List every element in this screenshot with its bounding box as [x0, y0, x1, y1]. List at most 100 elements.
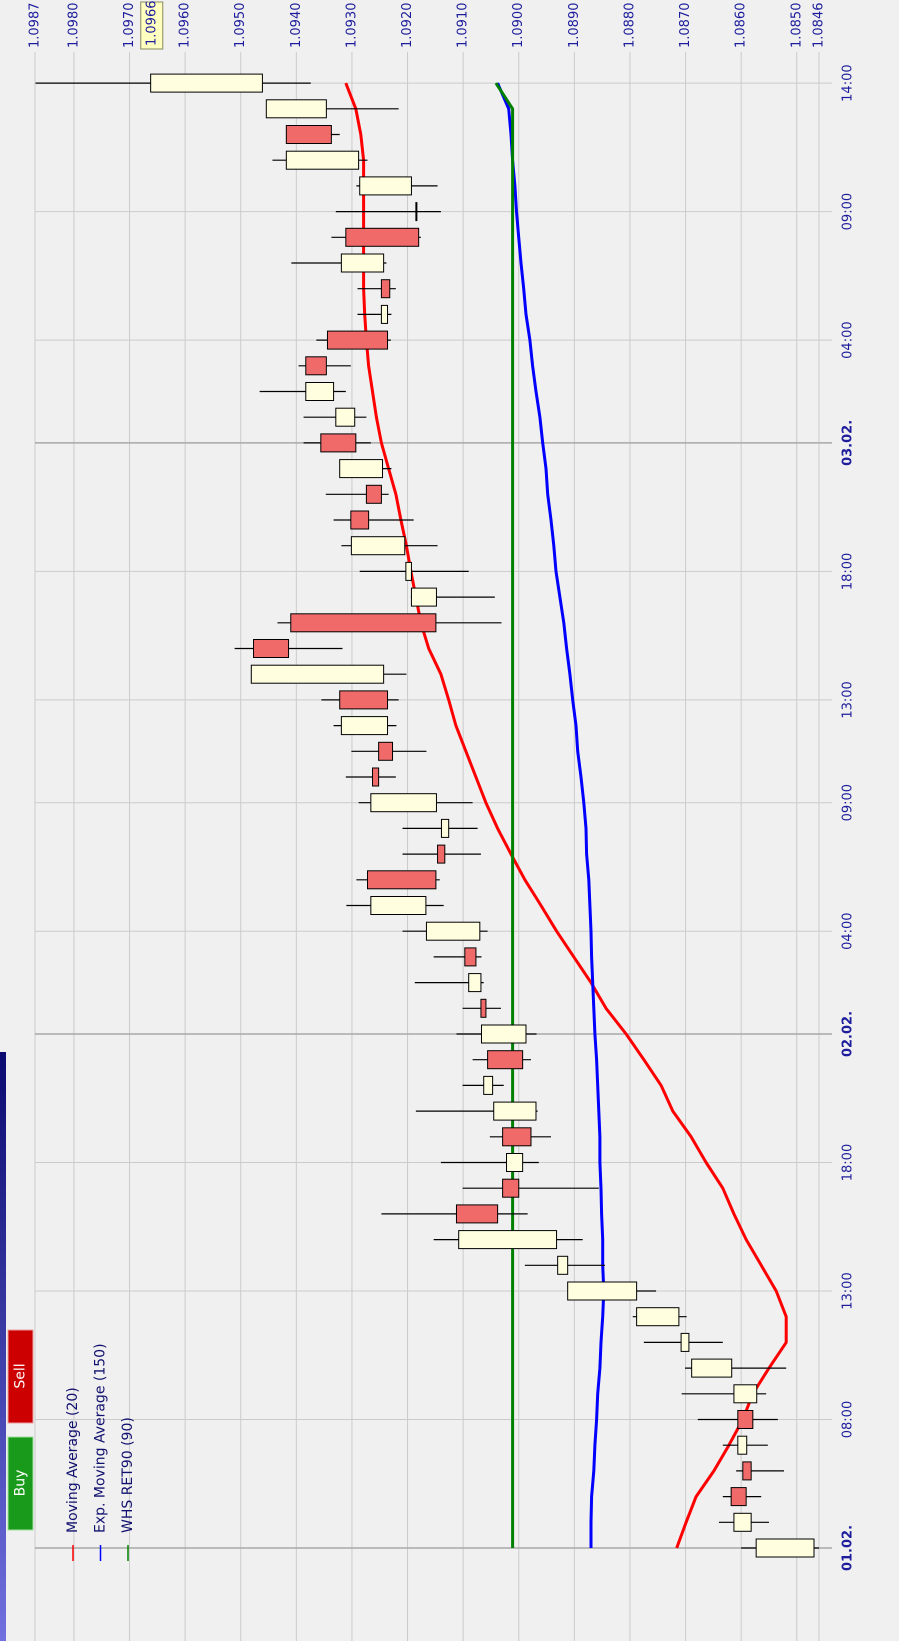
candle-body: [285, 150, 360, 170]
sell-button[interactable]: Sell: [7, 1329, 34, 1424]
price-tick-label: 1.0920: [400, 3, 415, 49]
candle-body: [425, 921, 481, 941]
candle-body: [755, 1538, 815, 1558]
candle-body: [335, 407, 356, 427]
candle-body: [345, 227, 420, 247]
candle-body: [440, 818, 450, 838]
indicator-line: [496, 82, 606, 1548]
time-tick-label: 03.02.: [841, 420, 856, 466]
candle-body: [437, 844, 446, 864]
candle-body: [340, 716, 389, 736]
candle-body: [370, 793, 437, 813]
time-tick-label: 08:00: [841, 1401, 856, 1438]
current-price-label: 1.0966: [144, 1, 159, 47]
candle-body: [305, 356, 327, 376]
candle-body: [305, 382, 335, 401]
candle-body: [502, 1127, 532, 1147]
legend-label: WHS RET90 (90): [120, 1417, 136, 1533]
time-tick-label: 18:00: [841, 553, 856, 590]
candle-body: [691, 1358, 733, 1378]
candle-body: [253, 639, 290, 658]
candle-body: [557, 1255, 569, 1275]
candle-body: [150, 73, 263, 93]
candle-body: [483, 1075, 494, 1095]
candle-body: [487, 1050, 524, 1070]
candle-body: [290, 613, 437, 633]
candle-body: [733, 1512, 752, 1532]
candle-body: [265, 99, 327, 119]
candle-body: [567, 1281, 638, 1301]
candle-body: [742, 1461, 752, 1481]
price-tick-label: 1.0880: [622, 3, 637, 49]
candles: [35, 73, 819, 1558]
axis-labels: 1.0846 1.0850 1.0860 1.0870 1.0880 1.0890 1.09…: [28, 1, 856, 1572]
time-tick-label: 09:00: [841, 784, 856, 821]
candle-body: [380, 304, 389, 324]
side-bar: [0, 1052, 6, 1641]
candle-body: [733, 1384, 758, 1404]
candle-body: [350, 510, 370, 530]
candle-body: [506, 1153, 524, 1172]
time-tick-label: 02.02.: [841, 1011, 856, 1057]
time-tick-label: 01.02.: [841, 1525, 856, 1571]
candle-body: [410, 587, 437, 607]
legend-label: Exp. Moving Average (150): [93, 1343, 109, 1533]
candle-body: [285, 125, 332, 144]
price-tick-label: 1.0930: [344, 3, 359, 49]
price-tick-label: 1.0970: [122, 3, 137, 49]
candle-body: [455, 1204, 499, 1224]
buy-button-bg[interactable]: [7, 1436, 34, 1531]
sell-button-label[interactable]: Sell: [13, 1363, 29, 1388]
candle-body: [372, 767, 380, 787]
candle-body: [415, 202, 418, 222]
legend: Moving Average (20) Exp. Moving Average (…: [65, 1343, 136, 1561]
candle-body: [636, 1307, 680, 1327]
candle-body: [737, 1435, 748, 1455]
legend-label: Moving Average (20): [65, 1387, 81, 1533]
candle-body: [365, 484, 382, 504]
candle-body: [480, 998, 487, 1018]
candle-body: [350, 536, 406, 556]
candle-body: [464, 947, 477, 967]
buy-button[interactable]: Buy: [7, 1436, 34, 1531]
candle-body: [367, 870, 437, 890]
time-tick-label: 14:00: [841, 64, 856, 101]
price-tick-label: 1.0870: [678, 3, 693, 49]
time-tick-label: 18:00: [841, 1144, 856, 1181]
price-tick-label: 1.0846: [812, 3, 827, 49]
price-tick-label: 1.0900: [511, 3, 526, 49]
time-tick-label: 13:00: [841, 1272, 856, 1309]
time-tick-label: 04:00: [841, 912, 856, 949]
time-tick-label: 13:00: [841, 681, 856, 718]
indicator-line: [344, 82, 788, 1549]
candle-body: [730, 1487, 747, 1507]
price-tick-label: 1.0940: [289, 3, 304, 49]
current-price-box: [140, 1, 164, 50]
price-tick-label: 1.0850: [789, 3, 804, 49]
candle-body: [326, 330, 389, 350]
buy-button-label[interactable]: Buy: [13, 1470, 29, 1497]
candle-body: [493, 1101, 537, 1121]
candle-body: [320, 433, 357, 453]
price-tick-label: 1.0987: [28, 3, 43, 49]
indicator-lines: [344, 82, 788, 1549]
candle-body: [680, 1332, 690, 1352]
candle-body: [405, 561, 412, 581]
candle-body: [359, 176, 412, 196]
candle-body: [378, 741, 394, 761]
candle-body: [468, 973, 482, 993]
candle-body: [340, 253, 385, 273]
price-tick-label: 1.0860: [734, 3, 749, 49]
price-tick-label: 1.0890: [567, 3, 582, 49]
price-tick-label: 1.0910: [456, 3, 471, 49]
candle-body: [458, 1230, 558, 1250]
sell-button-bg[interactable]: [7, 1329, 34, 1424]
price-tick-label: 1.0960: [178, 3, 193, 49]
candle-body: [737, 1410, 754, 1429]
price-tick-label: 1.0980: [66, 3, 81, 49]
time-tick-label: 04:00: [841, 321, 856, 358]
candle-body: [339, 459, 384, 479]
indicator-line: [494, 82, 515, 1548]
